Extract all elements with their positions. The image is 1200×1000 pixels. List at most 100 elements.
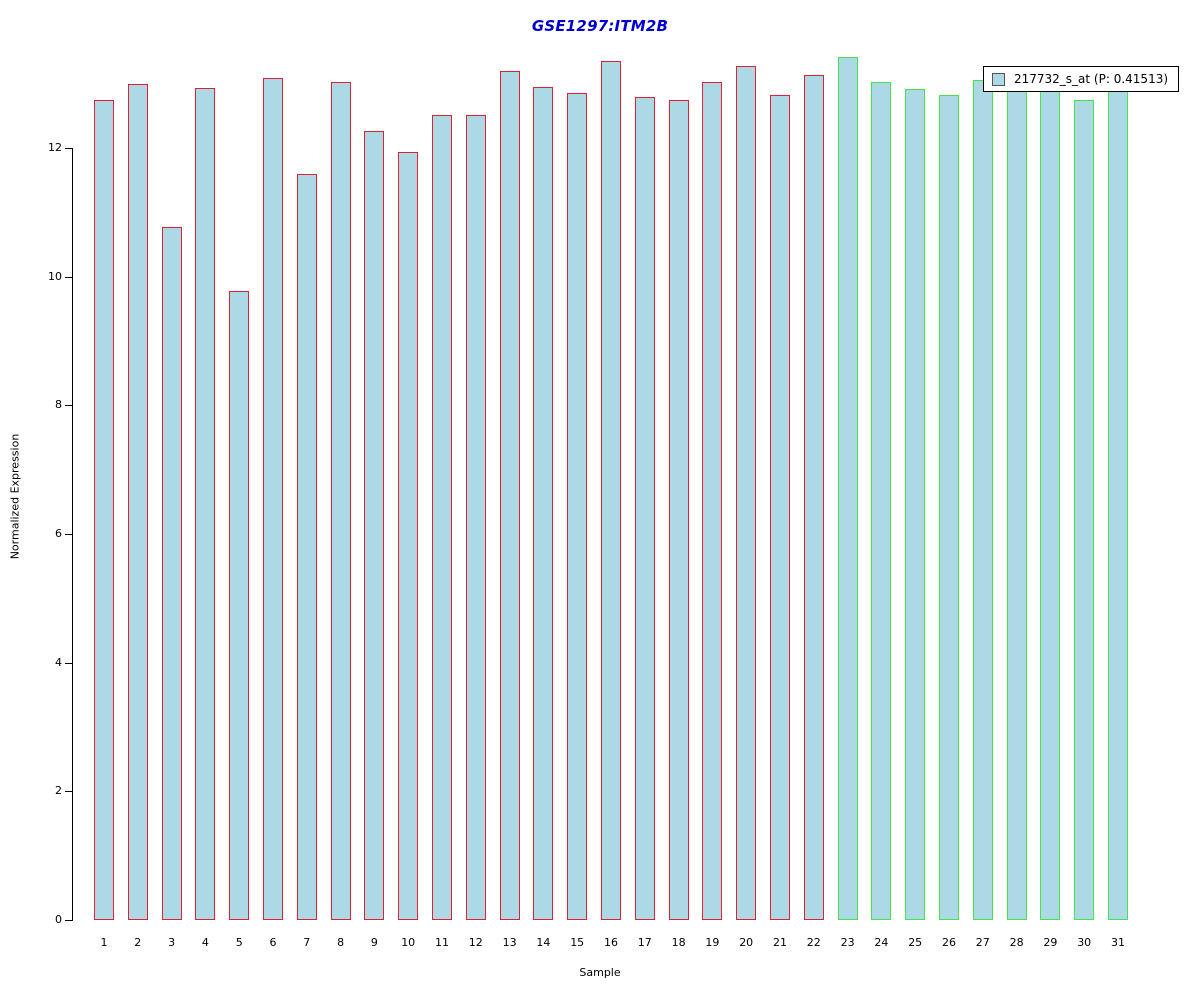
bar-sample-5[interactable]	[229, 291, 250, 920]
x-tick-label-10: 10	[401, 936, 416, 949]
bar-sample-16[interactable]	[601, 61, 621, 920]
y-tick-label-6: 6	[55, 527, 62, 540]
y-axis-line	[72, 148, 73, 921]
legend-entry-label: 217732_s_at (P: 0.41513)	[1014, 72, 1169, 86]
y-tick-label-12: 12	[48, 141, 62, 154]
bar-sample-26[interactable]	[939, 94, 959, 920]
bar-sample-13[interactable]	[499, 70, 520, 920]
x-tick-label-15: 15	[570, 936, 585, 949]
bar-sample-7[interactable]	[296, 174, 317, 920]
bar-group	[871, 81, 892, 920]
x-tick-label-30: 30	[1077, 936, 1092, 949]
bar-group	[1006, 72, 1027, 920]
bar-group	[161, 226, 182, 920]
x-tick-label-23: 23	[840, 936, 855, 949]
x-tick-label-13: 13	[502, 936, 517, 949]
bar-sample-19[interactable]	[702, 82, 723, 920]
bar-group	[195, 87, 216, 920]
x-tick-label-16: 16	[604, 936, 618, 949]
bar-sample-12[interactable]	[465, 115, 486, 920]
bar-sample-29[interactable]	[1040, 82, 1061, 920]
bar-sample-24[interactable]	[871, 81, 892, 920]
bar-sample-27[interactable]	[972, 80, 993, 920]
x-tick-label-22: 22	[806, 936, 821, 949]
bar-sample-8[interactable]	[330, 82, 351, 920]
bar-sample-21[interactable]	[770, 94, 790, 920]
y-tick-label-8: 8	[55, 398, 62, 412]
bar-group	[398, 151, 419, 920]
x-tick-label-21: 21	[773, 936, 787, 949]
legend-swatch-icon	[992, 72, 1005, 86]
y-tick-4	[65, 662, 72, 664]
bar-sample-28[interactable]	[1006, 72, 1027, 920]
x-tick-label-3: 3	[168, 936, 176, 949]
x-tick-label-5: 5	[235, 936, 243, 949]
bar-group	[263, 77, 283, 920]
bar-group	[432, 114, 452, 920]
bar-group	[702, 82, 723, 920]
x-tick-label-11: 11	[435, 936, 449, 949]
y-tick-12	[65, 148, 72, 149]
bar-group	[127, 83, 148, 920]
bar-sample-14[interactable]	[533, 86, 554, 920]
x-tick-label-8: 8	[337, 936, 345, 949]
bar-group	[296, 174, 317, 920]
x-tick-label-17: 17	[637, 936, 652, 949]
x-tick-label-31: 31	[1111, 936, 1125, 949]
bar-sample-11[interactable]	[432, 114, 452, 920]
x-axis-title: Sample	[579, 966, 621, 979]
bar-group	[837, 57, 858, 920]
x-tick-label-20: 20	[739, 936, 754, 949]
bar-sample-10[interactable]	[398, 151, 419, 920]
x-tick-label-28: 28	[1009, 936, 1024, 949]
bar-sample-22[interactable]	[803, 75, 824, 920]
bar-sample-20[interactable]	[736, 66, 757, 920]
bar-group	[364, 131, 385, 920]
bar-sample-2[interactable]	[127, 83, 148, 920]
x-tick-label-9: 9	[370, 936, 378, 949]
x-tick-label-19: 19	[705, 936, 720, 949]
bar-sample-31[interactable]	[1108, 77, 1128, 920]
y-tick-8	[65, 405, 72, 407]
bar-group	[567, 92, 588, 920]
bar-sample-30[interactable]	[1074, 100, 1095, 920]
y-tick-2	[65, 791, 72, 793]
x-tick-label-18: 18	[671, 936, 686, 949]
y-tick-label-10: 10	[48, 269, 62, 283]
bar-sample-9[interactable]	[364, 131, 385, 920]
x-tick-label-25: 25	[908, 936, 923, 949]
bar-group	[972, 80, 993, 920]
x-axis-tick-labels: 1 2 3 4 5 6 7 8 9 10 11 12 13 14 15 16 17 18 19 20 21 22 23 24 2…	[88, 937, 1148, 953]
bar-sample-17[interactable]	[634, 96, 655, 920]
x-tick-label-6: 6	[269, 936, 277, 949]
plot-area	[88, 40, 1148, 922]
bar-group	[1108, 77, 1128, 920]
bar-sample-18[interactable]	[668, 99, 689, 920]
bar-group	[803, 75, 824, 920]
y-axis-tick-labels: 0 2 4 6 8 10 12	[30, 0, 62, 1000]
bar-group	[499, 70, 520, 920]
bar-sample-1[interactable]	[94, 100, 114, 920]
bar-sample-4[interactable]	[195, 87, 216, 920]
x-tick-label-24: 24	[874, 936, 889, 949]
x-tick-label-29: 29	[1043, 936, 1058, 949]
bar-sample-23[interactable]	[837, 57, 858, 920]
bar-group	[668, 99, 689, 920]
x-tick-label-27: 27	[975, 936, 990, 949]
bar-group	[229, 291, 250, 920]
y-tick-0	[65, 920, 72, 921]
x-tick-label-2: 2	[134, 936, 142, 949]
bar-group	[533, 86, 554, 920]
bar-group	[736, 66, 757, 920]
y-tick-label-0: 0	[55, 913, 62, 926]
y-tick-label-2: 2	[55, 784, 62, 798]
bar-group	[1074, 100, 1095, 920]
bar-sample-25[interactable]	[905, 89, 926, 920]
bar-group	[939, 94, 959, 920]
bar-sample-3[interactable]	[161, 226, 182, 920]
bar-group	[330, 82, 351, 920]
bar-group	[905, 89, 926, 920]
bar-sample-15[interactable]	[567, 92, 588, 920]
bar-sample-6[interactable]	[263, 77, 283, 920]
